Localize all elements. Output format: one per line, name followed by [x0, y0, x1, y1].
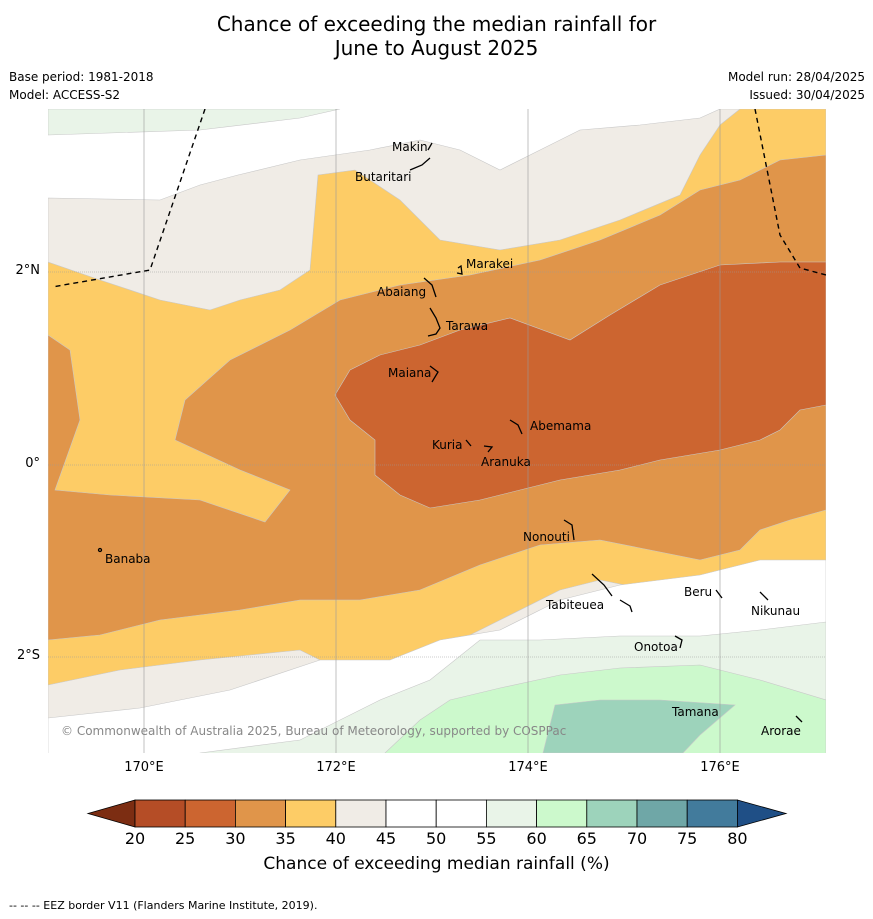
- issued-date: Issued: 30/04/2025: [749, 88, 865, 102]
- place-label-beru: Beru: [684, 585, 713, 599]
- colorbar-segment: [435, 799, 487, 828]
- colorbar-segment: [686, 799, 738, 828]
- place-label-butaritari: Butaritari: [355, 170, 412, 184]
- colorbar-tick-label: 60: [526, 829, 547, 848]
- colorbar-tick-label: 40: [325, 829, 346, 848]
- place-label-nonouti: Nonouti: [523, 530, 570, 544]
- colorbar-segment: [335, 799, 387, 828]
- map-title: Chance of exceeding the median rainfall …: [0, 12, 873, 60]
- colorbar-label: Chance of exceeding median rainfall (%): [263, 854, 610, 874]
- colorbar-segment: [234, 799, 286, 828]
- colorbar-segment: [184, 799, 236, 828]
- eez-border: [51, 109, 826, 288]
- colorbar-tick-label: 55: [476, 829, 497, 848]
- place-label-tarawa: Tarawa: [446, 319, 489, 333]
- place-label-makin: Makin: [392, 140, 428, 154]
- latitude-label: 2°N: [15, 263, 41, 278]
- colorbar-tick-label: 80: [727, 829, 748, 848]
- place-label-abaiang: Abaiang: [377, 285, 427, 299]
- place-label-tamana: Tamana: [672, 705, 719, 719]
- place-label-aranuka: Aranuka: [481, 455, 531, 469]
- colorbar-segment: [385, 799, 437, 828]
- place-label-abemama: Abemama: [530, 419, 592, 433]
- place-label-banaba: Banaba: [105, 552, 151, 566]
- place-label-marakei: Marakei: [466, 257, 514, 271]
- island-outlines: [97, 142, 803, 723]
- colorbar-segment: [485, 799, 537, 828]
- contour-fills: [48, 109, 826, 753]
- colorbar-min-arrow: [86, 799, 136, 828]
- latitude-label: 2°S: [16, 648, 40, 663]
- latitude-label: 0°: [25, 456, 40, 471]
- place-label-kuria: Kuria: [432, 438, 463, 452]
- longitude-label: 176°E: [700, 760, 740, 775]
- model-run: Model run: 28/04/2025: [727, 70, 865, 84]
- colorbar-tick-label: 20: [124, 829, 146, 848]
- colorbar-segment: [636, 799, 688, 828]
- place-label-maiana: Maiana: [388, 366, 432, 380]
- longitude-label: 172°E: [316, 760, 356, 775]
- colorbar-max-arrow: [737, 799, 788, 828]
- colorbar-segment: [134, 799, 186, 828]
- longitude-label: 170°E: [124, 760, 164, 775]
- model-name: Model: ACCESS-S2: [9, 88, 121, 102]
- title-line-1: Chance of exceeding the median rainfall …: [216, 12, 657, 36]
- colorbar-segment: [586, 799, 638, 828]
- meta-left: Base period: 1981-2018 Model: ACCESS-S2: [9, 68, 154, 104]
- meta-right: Model run: 28/04/2025 Issued: 30/04/2025: [728, 68, 865, 104]
- colorbar-tick-label: 70: [626, 829, 648, 848]
- copyright-text: © Commonwealth of Australia 2025, Bureau…: [61, 724, 567, 738]
- title-line-2: June to August 2025: [334, 36, 539, 60]
- colorbar-tick-label: 25: [175, 829, 196, 848]
- colorbar-tick-label: 45: [375, 829, 397, 848]
- place-label-onotoa: Onotoa: [634, 640, 678, 654]
- colorbar-tick-label: 30: [225, 829, 246, 848]
- place-label-tabiteuea: Tabiteuea: [546, 598, 605, 612]
- colorbar-tick-label: 65: [576, 829, 597, 848]
- colorbar-tick-label: 35: [275, 829, 296, 848]
- colorbar-tick-label: 50: [426, 829, 447, 848]
- base-period: Base period: 1981-2018: [9, 70, 154, 84]
- colorbar-tick-label: 75: [677, 829, 698, 848]
- colorbar-segment: [285, 799, 337, 828]
- longitude-label: 174°E: [508, 760, 548, 775]
- eez-footnote: -- -- -- EEZ border V11 (Flanders Marine…: [9, 899, 318, 912]
- colorbar-segment: [536, 799, 588, 828]
- gridlines: [48, 109, 826, 753]
- place-label-arorae: Arorae: [761, 724, 801, 738]
- colorbar: [86, 799, 788, 828]
- place-label-nikunau: Nikunau: [751, 604, 801, 618]
